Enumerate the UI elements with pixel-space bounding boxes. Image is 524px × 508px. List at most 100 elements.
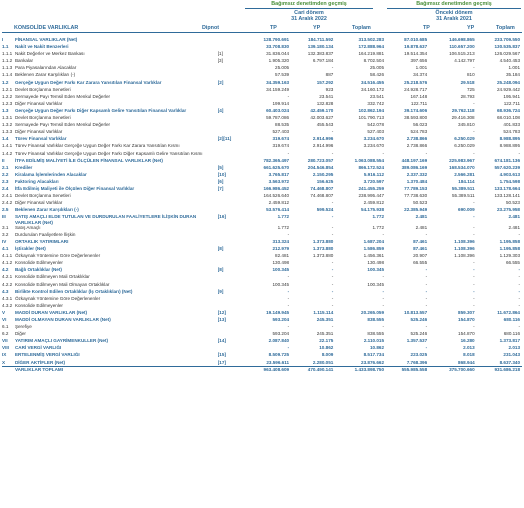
current-tp-cell: 82.481 [275, 253, 290, 259]
prior-total-cell: 2.013 [508, 345, 521, 351]
current-total-cell: 241.455.259 [358, 185, 385, 191]
row-note [218, 44, 246, 51]
current-yp-cell: 139.180.134 [307, 44, 334, 50]
table-row: 4.3 Birlikte Kontrol Edilen Ortaklıklar (… [2, 289, 522, 296]
current-tp-cell: 166.986.452 [263, 185, 290, 191]
row-note [218, 72, 246, 79]
prior-tp-cell: 167.148 [410, 93, 428, 99]
prior-tp-cell: 22.385.949 [404, 207, 428, 213]
prior-tp-cell: 25.218.576 [404, 79, 428, 85]
prior-yp-cell: 345.810 [458, 122, 475, 128]
current-total-cell: 2.459.812 [363, 200, 385, 206]
row-code: 1.3 [2, 107, 9, 113]
prior-total-cell: 24.929.442 [497, 86, 520, 92]
current-tp-cell: 3.563.972 [268, 178, 290, 184]
row-code: II [2, 157, 5, 163]
assets-column-title: KONSOLİDE VARLIKLAR [14, 25, 79, 31]
current-yp-cell: 280.723.057 [307, 157, 334, 163]
row-label: YATIRIM AMAÇLI GAYRİMENKULLER (Net) [14, 338, 109, 344]
row-code: 1.1.3 [2, 65, 13, 71]
row-note [218, 345, 246, 352]
prior-total-cell: 23.275.958 [497, 207, 520, 213]
row-label: Diğer Finansal Varlıklar [14, 129, 63, 135]
current-tp-cell: - [287, 93, 290, 99]
row-note [218, 143, 246, 150]
row-note [218, 232, 246, 239]
period-header: Bağımsız denetimden geçmiş Cari dönem 31… [0, 0, 524, 46]
current-tp-cell: 1.772 [277, 224, 290, 230]
prior-yp-cell: - [473, 324, 475, 330]
prior-total-cell: 11.672.864 [497, 309, 520, 315]
table-row: 1.2.3 Diğer Finansal Varlıklar 199.914 132.… [2, 101, 522, 108]
prior-tp-cell: 38.593.800 [404, 115, 428, 121]
row-label: Nakit Değerler ve Merkez Bankası [14, 51, 85, 57]
prior-yp-cell: 184.114 [458, 178, 475, 184]
table-row: 1.2.2 Sermayede Payı Temsil Eden Menkul D… [2, 94, 522, 101]
prior-tp-cell: 448.197.169 [401, 157, 428, 163]
prior-yp-cell: 6.250.029 [454, 143, 475, 149]
prior-tp-cell: 24.928.717 [404, 86, 428, 92]
row-note: [9] [217, 288, 224, 294]
current-yp-cell: 2.150.295 [312, 171, 334, 177]
prior-yp-cell: 28.793 [460, 93, 475, 99]
current-tp-cell: 34.359.163 [266, 79, 290, 85]
row-code: 1.3.1 [2, 115, 13, 121]
table-row: VI MADDİ OLMAYAN DURAN VARLIKLAR (Net) [13… [2, 317, 522, 324]
row-label: MADDİ OLMAYAN DURAN VARLIKLAR (Net) [14, 316, 111, 322]
current-total-cell: 3.234.670 [363, 143, 385, 149]
current-yp-cell: 455.543 [316, 122, 334, 128]
prior-total-cell: 674.181.136 [494, 157, 520, 163]
row-code: 1.1.4 [2, 72, 13, 78]
table-row: 4.2.2 Konsolide Edilmeyen Mali Olmayan Or… [2, 282, 522, 289]
current-yp-cell: - [331, 267, 334, 273]
prior-yp-cell: 16.280 [460, 338, 475, 344]
prior-tp-cell: - [425, 231, 428, 237]
prior-total-cell: 126.029.567 [494, 51, 520, 57]
table-row: VARLIKLAR TOPLAMI 963.408.609 470.490.141 1… [2, 366, 522, 374]
current-total-cell: 1.433.898.750 [335, 366, 387, 374]
current-yp-cell: - [331, 129, 334, 135]
row-code: 6.2 [2, 331, 9, 337]
row-code: 4.2.1 [2, 274, 13, 280]
table-row: VII YATIRIM AMAÇLI GAYRİMENKULLER (Net) [1… [2, 338, 522, 345]
table-row: I FİNANSAL VARLIKLAR (Net) 128.790.691 184.… [2, 37, 522, 44]
current-total-cell: 838.555 [367, 316, 385, 322]
current-yp-cell: 470.490.141 [291, 366, 336, 374]
prior-tp-cell: 56.023 [413, 122, 428, 128]
current-total-cell: 23.876.662 [361, 359, 385, 365]
note-column-title: Dipnot [202, 25, 220, 31]
current-tp-cell: - [287, 295, 290, 301]
prior-total-cell: 1.373.817 [499, 338, 520, 344]
table-row: 4.3.1 Özkaynak Yöntemine Göre Değerlenenl… [2, 296, 522, 303]
prior-total-cell: 133.128.141 [494, 193, 520, 199]
current-yp-cell: - [331, 288, 334, 294]
row-code: 2.2 [2, 171, 9, 177]
current-yp-cell: 204.546.854 [307, 164, 334, 170]
current-yp-cell: 184.711.592 [308, 37, 334, 42]
prior-total-cell: 195.941 [503, 93, 520, 99]
prior-total-cell: 68.936.724 [497, 107, 520, 113]
row-label: İştirakler (Net) [14, 246, 46, 252]
current-total-cell: 527.403 [367, 129, 385, 135]
current-yp-cell: 1.373.880 [312, 253, 334, 259]
row-label: Para Piyasalarından Alacaklar [14, 65, 77, 71]
row-code: III [2, 214, 6, 220]
prior-yp-cell: 725 [466, 86, 475, 92]
prior-tp-header: TP [423, 25, 430, 31]
prior-tp-cell: 50.523 [413, 200, 428, 206]
current-total-cell: - [382, 150, 385, 156]
current-yp-cell: 8.009 [321, 352, 334, 358]
row-label: ERTELENMİŞ VERGİ VARLIĞI [14, 352, 80, 358]
row-label: Gerçeğe Uygun Değer Farkı Diğer Kapsamlı… [14, 107, 187, 113]
row-label: FİNANSAL VARLIKLAR (Net) [14, 37, 78, 42]
prior-tp-cell: - [425, 281, 428, 287]
row-label: Özkaynak Yöntemine Göre Değerlenenler [14, 253, 101, 259]
current-yp-cell: - [331, 324, 334, 330]
row-note [218, 115, 246, 122]
row-code: 2.5 [2, 207, 9, 213]
row-note: [2] [217, 79, 224, 85]
table-row: 4.1.1 Özkaynak Yöntemine Göre Değerlenenl… [2, 253, 522, 260]
row-code: VIII [2, 345, 9, 351]
table-row: III SATIŞ AMAÇLI ELDE TUTULAN VE DURDURUL… [2, 214, 522, 224]
row-note [218, 37, 246, 44]
